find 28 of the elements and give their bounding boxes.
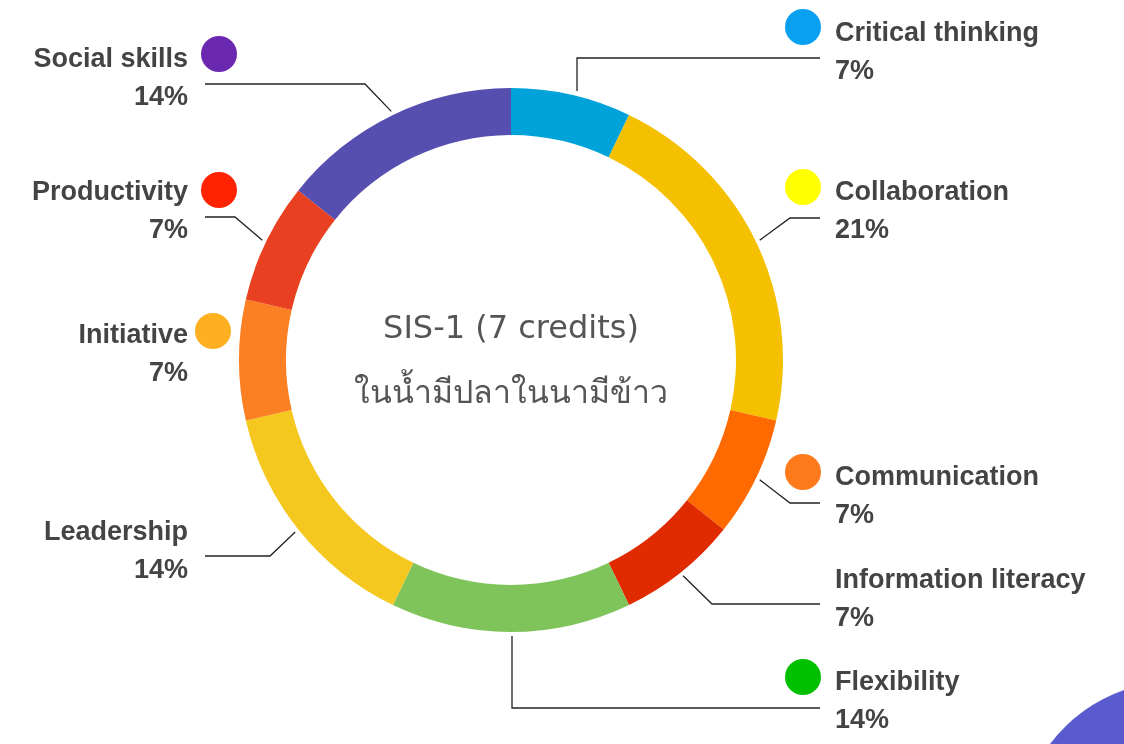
slice-label: Leadership <box>43 516 188 546</box>
donut-slice <box>511 88 630 158</box>
slice-label: Flexibility <box>835 666 960 696</box>
slice-label: Initiative <box>78 319 188 349</box>
data-label: 14% <box>133 81 188 111</box>
slice-label: Social skills <box>33 43 188 73</box>
donut-slice <box>239 299 292 421</box>
donut-slice <box>686 410 777 530</box>
data-label: 7% <box>148 357 188 387</box>
text: SIS-1 (7 credits) <box>383 308 639 346</box>
donut-slice <box>245 190 336 310</box>
data-label: 14% <box>133 554 188 584</box>
donut-slice <box>245 410 414 606</box>
slice-label: Information literacy <box>835 564 1086 594</box>
slice-label: Productivity <box>31 176 188 206</box>
data-label: 7% <box>835 499 875 529</box>
slice-label: Communication <box>835 461 1040 491</box>
slice-label: Collaboration <box>835 176 1009 206</box>
slice-label: Critical thinking <box>835 17 1040 47</box>
text: ในน้ำมีปลาในนามีข้าว <box>354 369 668 411</box>
donut-slice <box>392 562 630 632</box>
data-label: 21% <box>835 214 890 244</box>
donut-slice <box>608 500 724 606</box>
data-label: 7% <box>835 55 875 85</box>
donut-slice <box>298 88 511 220</box>
data-label: 7% <box>148 214 188 244</box>
data-label: 7% <box>835 602 875 632</box>
data-label: 14% <box>835 704 890 734</box>
